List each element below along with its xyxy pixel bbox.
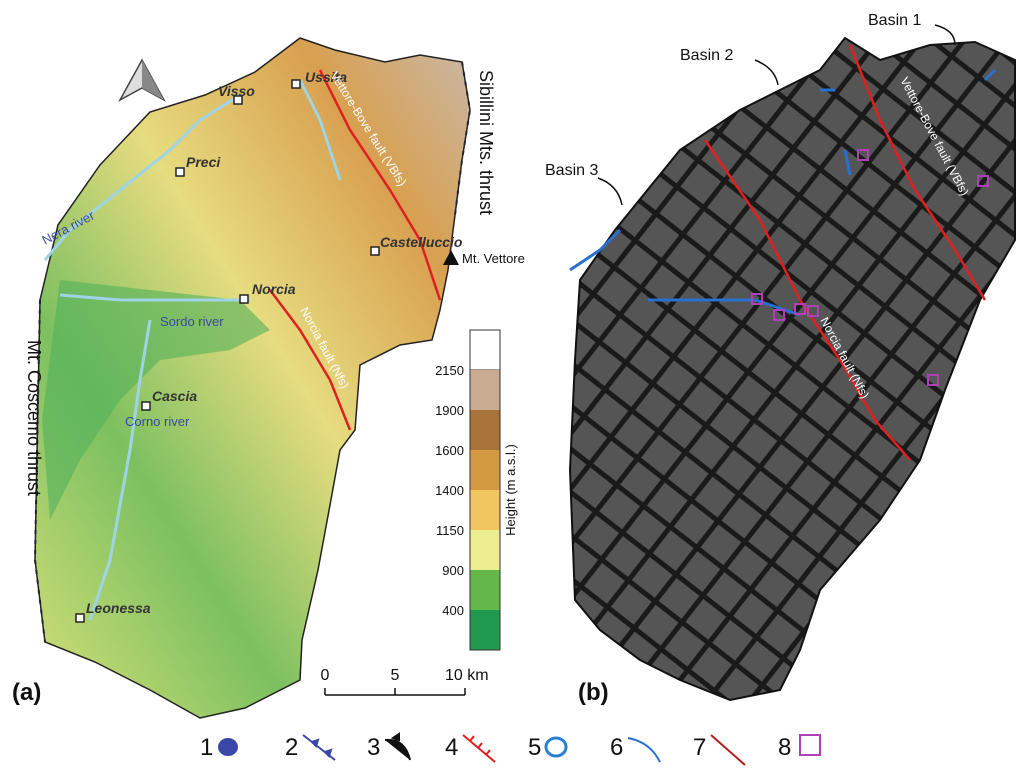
panel-label: (a) [12, 679, 41, 706]
thrust-label: Mt. Coscemo thrust [24, 340, 44, 496]
town-label: Castelluccio [380, 234, 463, 250]
legend-icon [385, 734, 410, 760]
colorbar-tick-label: 900 [442, 563, 464, 578]
figure: Ussita Visso Preci Castelluccio Norcia C… [0, 0, 1018, 772]
basin-label: Basin 3 [545, 162, 598, 179]
colorbar-tick-label: 400 [442, 603, 464, 618]
colorbar-tick-label: 1900 [435, 403, 464, 418]
thrust-label: Sibillini Mts. thrust [476, 70, 496, 215]
legend-icon [711, 735, 745, 765]
colorbar-title: Height (m a.s.l.) [503, 444, 518, 536]
legend-number: 2 [285, 734, 298, 761]
panel-label: (b) [578, 679, 609, 706]
town-label: Visso [218, 83, 255, 99]
river-label: Sordo river [160, 314, 224, 329]
town-label: Norcia [252, 281, 296, 297]
colorbar-tick-label: 2150 [435, 363, 464, 378]
basin-label: Basin 1 [868, 12, 921, 29]
north-arrow [120, 60, 164, 100]
scale-label: 0 [321, 667, 330, 684]
town-label: Cascia [152, 388, 197, 404]
legend-icon [546, 738, 566, 756]
legend-icon [218, 738, 238, 756]
legend-number: 1 [200, 734, 213, 761]
legend-number: 4 [445, 734, 458, 761]
legend-number: 7 [693, 734, 706, 761]
legend-icon [463, 735, 495, 762]
colorbar-tick-label: 1600 [435, 443, 464, 458]
town-label: Leonessa [86, 600, 151, 616]
basin-label: Basin 2 [680, 47, 733, 64]
legend-number: 8 [778, 734, 791, 761]
colorbar-tick-label: 1400 [435, 483, 464, 498]
legend-icon [628, 738, 660, 762]
legend-icon [800, 735, 820, 755]
peak-label: Mt. Vettore [462, 251, 525, 266]
legend-number: 5 [528, 734, 541, 761]
river-label: Corno river [125, 414, 190, 429]
legend: 1 2 3 4 5 6 7 8 [200, 734, 820, 765]
scale-label: 10 km [445, 667, 489, 684]
legend-number: 3 [367, 734, 380, 761]
colorbar-tick-label: 1150 [436, 523, 464, 538]
scale-bar [325, 688, 465, 695]
colorbar [470, 330, 500, 650]
town-label: Preci [186, 154, 221, 170]
scale-label: 5 [391, 667, 400, 684]
legend-number: 6 [610, 734, 623, 761]
panel-b: Vettore-Bove fault (VBfs) Norcia fault (… [545, 12, 1015, 706]
legend-icon [303, 735, 335, 760]
mesh-area [570, 38, 1015, 700]
